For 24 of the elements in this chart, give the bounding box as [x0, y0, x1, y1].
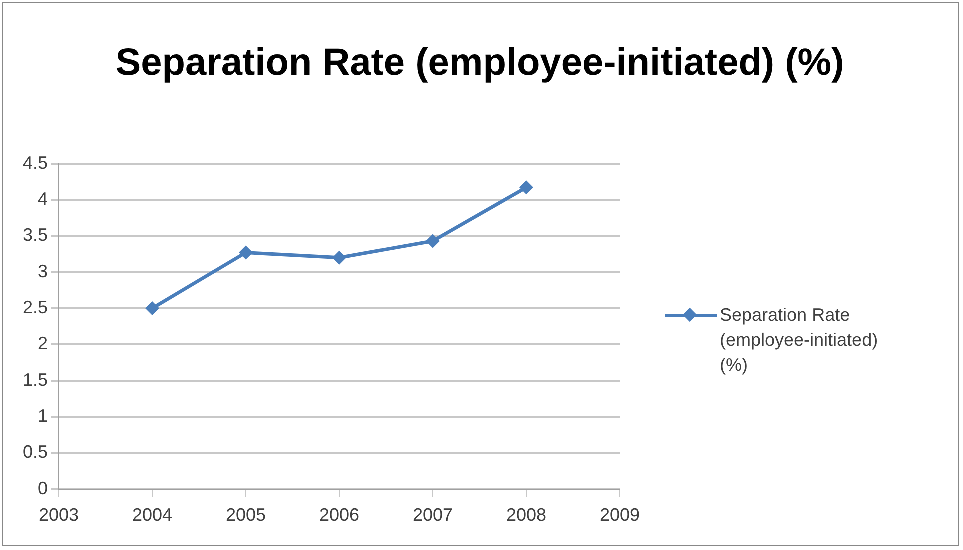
y-tick-label: 2.5 [22, 297, 48, 318]
y-tick-label: 1.5 [22, 370, 48, 390]
y-tick-label: 0 [38, 478, 48, 498]
y-tick-label: 2 [38, 334, 48, 354]
chart-title: Separation Rate (employee-initiated) (%) [114, 41, 846, 86]
x-tick-label: 2009 [600, 505, 640, 526]
point [146, 302, 160, 316]
y-tick-label: 4.5 [22, 152, 48, 173]
x-tick-label: 2007 [412, 505, 454, 526]
y-tick-label: 1 [38, 406, 48, 426]
point [520, 180, 534, 195]
x-tick-label: 2004 [132, 505, 173, 526]
y-tick-label: 4 [38, 188, 48, 209]
x-tick-label: 2006 [319, 505, 360, 526]
y-tick-label: 3 [38, 261, 48, 282]
x-tick-label: 2003 [39, 505, 80, 526]
legend-label: Separation Rate (employee-initiated) (%) [720, 304, 880, 377]
y-tick-label: 0.5 [22, 442, 48, 462]
x-tick-label: 2008 [506, 505, 547, 526]
y-tick-label: 3.5 [22, 225, 48, 246]
point [239, 246, 254, 260]
point [332, 250, 347, 265]
x-tick-label: 2005 [226, 505, 266, 526]
point [426, 234, 440, 248]
